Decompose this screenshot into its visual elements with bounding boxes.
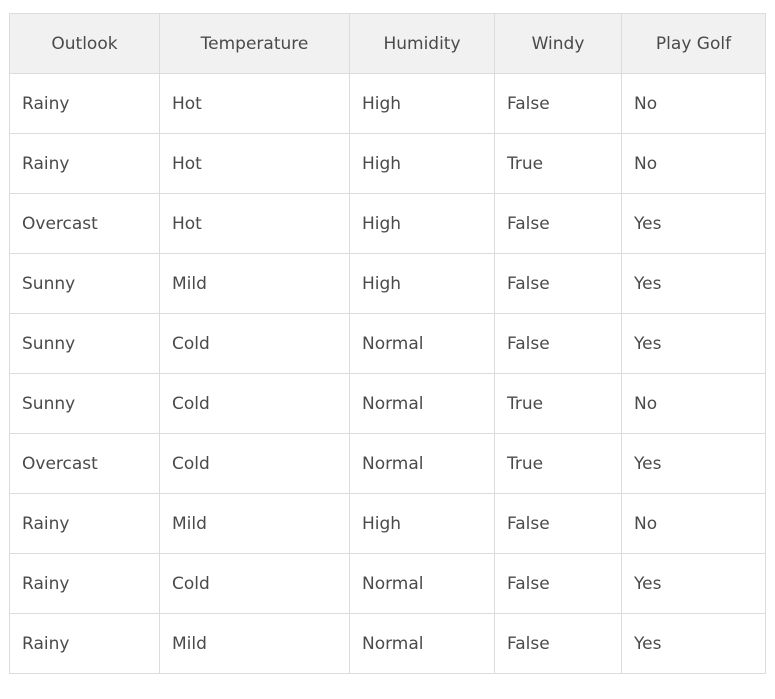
cell-windy: False [494, 193, 622, 254]
table-row: Overcast Hot High False Yes [9, 193, 766, 254]
cell-windy: True [494, 373, 622, 434]
table-row: Sunny Mild High False Yes [9, 253, 766, 314]
cell-humidity: High [349, 253, 495, 314]
cell-humidity: Normal [349, 553, 495, 614]
cell-outlook: Rainy [9, 493, 160, 554]
header-outlook: Outlook [9, 13, 160, 74]
cell-temperature: Mild [159, 613, 350, 674]
cell-play-golf: No [621, 373, 766, 434]
cell-play-golf: No [621, 493, 766, 554]
header-windy: Windy [494, 13, 622, 74]
cell-humidity: High [349, 493, 495, 554]
table-row: Sunny Cold Normal True No [9, 373, 766, 434]
header-play-golf: Play Golf [621, 13, 766, 74]
table-row: Rainy Hot High False No [9, 73, 766, 134]
cell-temperature: Cold [159, 433, 350, 494]
cell-windy: True [494, 133, 622, 194]
cell-windy: False [494, 613, 622, 674]
cell-play-golf: Yes [621, 193, 766, 254]
cell-humidity: Normal [349, 613, 495, 674]
table-row: Rainy Cold Normal False Yes [9, 553, 766, 614]
header-row: Outlook Temperature Humidity Windy Play … [9, 13, 766, 74]
cell-temperature: Hot [159, 193, 350, 254]
table-row: Overcast Cold Normal True Yes [9, 433, 766, 494]
table-row: Rainy Mild Normal False Yes [9, 613, 766, 674]
data-table-container: Outlook Temperature Humidity Windy Play … [9, 13, 766, 674]
cell-windy: False [494, 553, 622, 614]
cell-windy: False [494, 493, 622, 554]
table-row: Sunny Cold Normal False Yes [9, 313, 766, 374]
table-row: Rainy Mild High False No [9, 493, 766, 554]
cell-outlook: Overcast [9, 193, 160, 254]
cell-temperature: Mild [159, 493, 350, 554]
cell-play-golf: No [621, 133, 766, 194]
header-temperature: Temperature [159, 13, 350, 74]
cell-temperature: Cold [159, 553, 350, 614]
cell-temperature: Hot [159, 73, 350, 134]
cell-outlook: Sunny [9, 373, 160, 434]
cell-humidity: High [349, 73, 495, 134]
table-body: Rainy Hot High False No Rainy Hot High T… [9, 73, 766, 674]
cell-humidity: Normal [349, 313, 495, 374]
table-row: Rainy Hot High True No [9, 133, 766, 194]
cell-outlook: Rainy [9, 133, 160, 194]
cell-play-golf: Yes [621, 253, 766, 314]
cell-humidity: High [349, 193, 495, 254]
play-golf-table: Outlook Temperature Humidity Windy Play … [9, 13, 766, 674]
table-header: Outlook Temperature Humidity Windy Play … [9, 13, 766, 74]
cell-outlook: Sunny [9, 253, 160, 314]
cell-play-golf: Yes [621, 553, 766, 614]
cell-outlook: Rainy [9, 613, 160, 674]
cell-play-golf: No [621, 73, 766, 134]
cell-humidity: Normal [349, 433, 495, 494]
cell-play-golf: Yes [621, 613, 766, 674]
header-humidity: Humidity [349, 13, 495, 74]
cell-windy: False [494, 313, 622, 374]
cell-temperature: Cold [159, 313, 350, 374]
cell-outlook: Rainy [9, 73, 160, 134]
cell-windy: True [494, 433, 622, 494]
cell-outlook: Sunny [9, 313, 160, 374]
cell-humidity: Normal [349, 373, 495, 434]
cell-temperature: Hot [159, 133, 350, 194]
cell-play-golf: Yes [621, 433, 766, 494]
cell-temperature: Cold [159, 373, 350, 434]
cell-windy: False [494, 73, 622, 134]
cell-temperature: Mild [159, 253, 350, 314]
cell-humidity: High [349, 133, 495, 194]
cell-play-golf: Yes [621, 313, 766, 374]
cell-windy: False [494, 253, 622, 314]
cell-outlook: Rainy [9, 553, 160, 614]
cell-outlook: Overcast [9, 433, 160, 494]
